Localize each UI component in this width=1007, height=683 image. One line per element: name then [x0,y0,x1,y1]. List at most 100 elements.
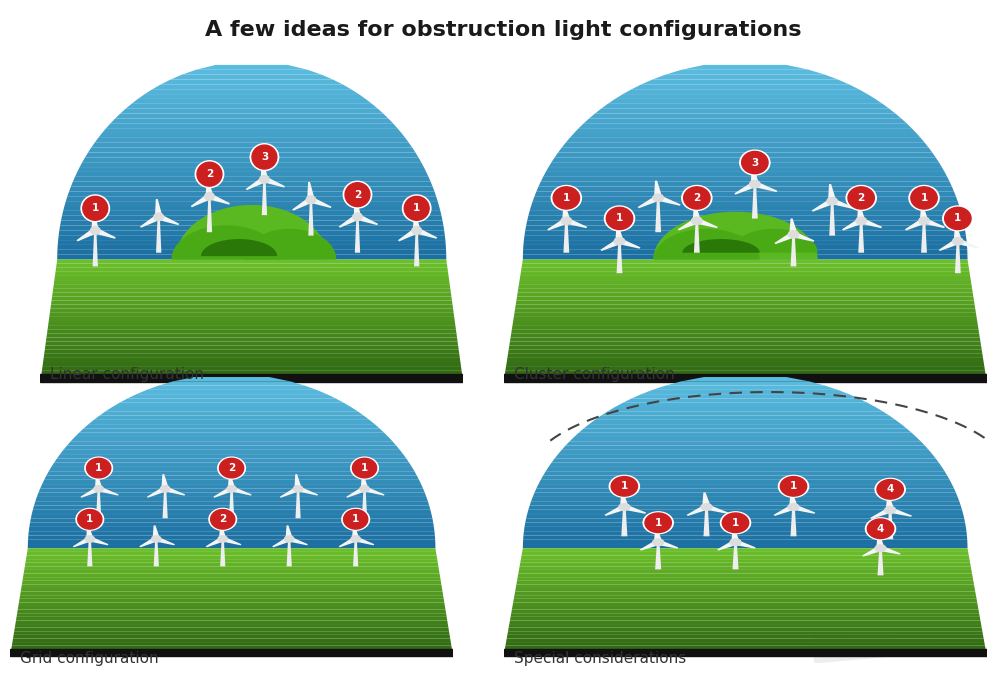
Polygon shape [621,507,627,536]
Polygon shape [753,182,777,192]
Polygon shape [64,201,439,206]
Polygon shape [63,445,400,450]
Polygon shape [26,555,437,559]
Polygon shape [549,163,942,167]
Polygon shape [641,79,849,84]
Polygon shape [31,514,432,518]
Polygon shape [549,462,942,467]
Polygon shape [530,501,961,505]
Text: 2: 2 [693,193,701,203]
Polygon shape [515,309,976,313]
Polygon shape [17,610,446,613]
Text: 1: 1 [352,514,359,525]
Polygon shape [75,433,389,437]
Ellipse shape [195,161,224,188]
Polygon shape [205,178,213,197]
Polygon shape [48,317,455,321]
Polygon shape [520,276,971,280]
Circle shape [91,227,100,234]
Polygon shape [842,219,864,231]
Polygon shape [790,507,797,536]
Polygon shape [44,475,419,479]
Polygon shape [513,321,978,325]
Circle shape [204,193,214,200]
Polygon shape [263,176,285,188]
Polygon shape [857,205,865,221]
Polygon shape [83,157,421,163]
Polygon shape [752,184,758,219]
Ellipse shape [250,143,279,171]
Polygon shape [905,219,926,231]
Polygon shape [514,599,977,602]
Polygon shape [138,94,366,99]
Text: 1: 1 [789,482,798,491]
Polygon shape [89,537,109,545]
Polygon shape [615,403,875,407]
Ellipse shape [867,519,894,538]
Circle shape [359,486,370,492]
Polygon shape [537,484,954,488]
Polygon shape [40,374,463,382]
Polygon shape [552,458,939,462]
Ellipse shape [943,206,973,231]
Ellipse shape [210,510,235,529]
Circle shape [412,227,422,234]
Polygon shape [58,235,445,240]
Polygon shape [510,617,981,620]
Ellipse shape [76,508,104,530]
Polygon shape [531,497,960,501]
Polygon shape [41,374,462,378]
Polygon shape [922,218,945,228]
Text: 1: 1 [413,204,420,213]
Circle shape [306,196,316,204]
Polygon shape [682,377,809,381]
Text: 2: 2 [220,514,227,525]
Ellipse shape [343,181,372,208]
Polygon shape [10,649,453,656]
Ellipse shape [722,513,749,533]
Ellipse shape [945,208,971,229]
Polygon shape [261,161,268,180]
Polygon shape [877,548,883,575]
Polygon shape [522,264,969,268]
Polygon shape [47,325,456,329]
Polygon shape [517,296,974,301]
Polygon shape [16,617,447,620]
Polygon shape [595,415,895,420]
Polygon shape [511,333,980,337]
Polygon shape [53,284,450,288]
Ellipse shape [350,457,379,479]
Polygon shape [507,635,984,639]
Text: Grid configuration: Grid configuration [20,651,159,666]
Polygon shape [524,527,967,531]
Polygon shape [546,467,945,471]
Polygon shape [20,591,443,595]
Polygon shape [45,342,458,346]
Polygon shape [346,487,367,498]
Polygon shape [78,167,426,172]
Polygon shape [280,487,300,498]
Polygon shape [813,632,988,663]
Polygon shape [526,221,965,225]
Polygon shape [666,381,825,386]
Ellipse shape [909,186,940,210]
Polygon shape [509,346,982,350]
Polygon shape [812,199,835,212]
Polygon shape [246,177,267,190]
Polygon shape [615,94,875,99]
Polygon shape [604,505,626,516]
Ellipse shape [404,197,429,220]
Polygon shape [537,186,954,191]
Polygon shape [921,221,927,253]
Polygon shape [162,489,168,518]
Polygon shape [47,329,456,333]
Polygon shape [158,381,305,386]
Polygon shape [515,591,976,595]
Polygon shape [307,182,315,200]
Polygon shape [100,411,364,415]
Ellipse shape [877,479,903,499]
Polygon shape [533,196,958,201]
Polygon shape [286,525,293,539]
Circle shape [619,503,629,510]
Polygon shape [579,428,911,433]
